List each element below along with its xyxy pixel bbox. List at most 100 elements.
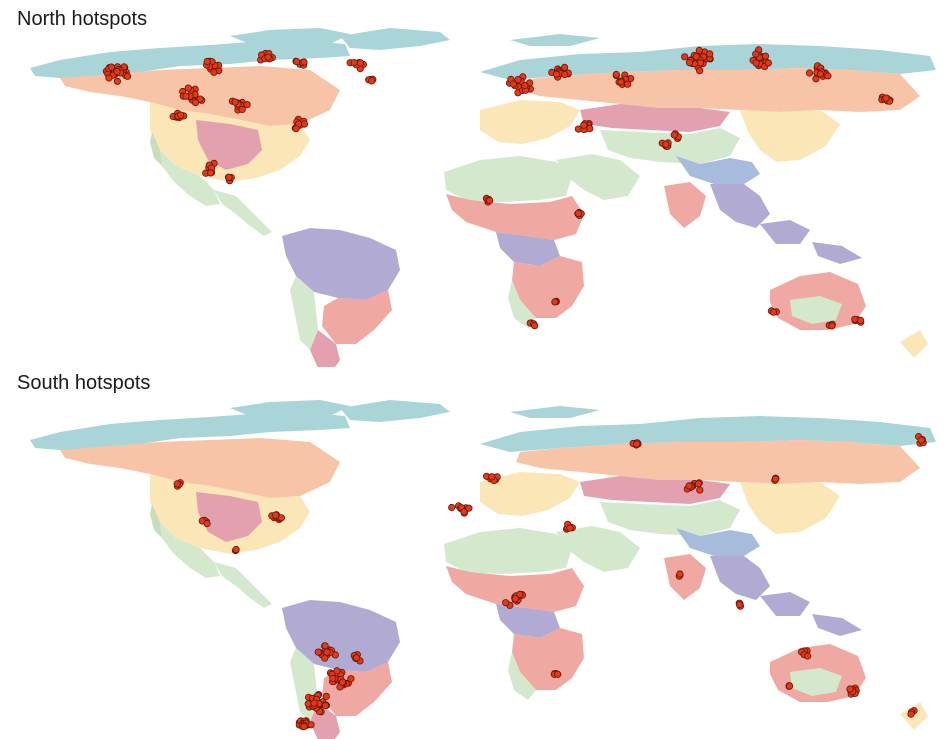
south-island-new-guinea <box>812 614 862 636</box>
south-hotspot <box>696 486 704 494</box>
north-hotspot <box>225 173 233 181</box>
north-hotspot <box>824 72 832 80</box>
south-desert-central-asia <box>600 500 740 536</box>
north-island-new-guinea <box>812 242 862 264</box>
south-hotspot <box>633 440 641 448</box>
north-tropical-forest-southeast-asia <box>710 184 770 228</box>
south-savanna-sahel <box>446 566 584 612</box>
south-hotspot <box>173 480 181 488</box>
north-hotspot <box>531 322 539 330</box>
north-hotspot <box>486 196 494 205</box>
south-hotspot <box>352 654 361 662</box>
north-hotspot <box>662 140 670 148</box>
north-tundra-eurasia <box>480 44 936 80</box>
south-desert-arabia <box>556 526 640 572</box>
south-hotspot <box>322 692 330 700</box>
south-hotspot <box>566 524 574 532</box>
south-hotspot <box>511 595 520 603</box>
north-hotspot <box>851 315 859 323</box>
north-hotspot <box>769 308 778 316</box>
north-desert-sahara <box>444 156 572 202</box>
north-savanna-southern-africa <box>512 256 584 318</box>
south-hotspot <box>272 511 280 519</box>
south-islands-indonesia <box>760 592 810 616</box>
north-mediterranean-california <box>150 132 162 166</box>
south-savanna-southern-africa <box>512 628 584 690</box>
south-hotspots-title: South hotspots <box>17 372 151 394</box>
south-hotspot <box>460 508 468 516</box>
south-hotspot <box>329 674 337 682</box>
north-hotspot <box>612 70 620 79</box>
north-grassland-pampas <box>310 330 340 367</box>
south-hotspot <box>465 504 473 512</box>
north-hotspot <box>113 77 122 85</box>
north-tundra-greenland <box>340 28 450 50</box>
south-hotspot <box>685 482 693 490</box>
north-hotspot <box>586 125 594 133</box>
north-hotspot <box>685 59 694 67</box>
north-savanna-india <box>664 182 706 228</box>
north-hotspot <box>514 76 522 84</box>
north-hotspot <box>300 120 309 128</box>
north-hotspot <box>300 58 308 66</box>
north-hotspot <box>695 46 703 55</box>
south-hotspot <box>321 642 329 650</box>
north-temperate-europe <box>480 100 580 144</box>
north-hotspots-title: North hotspots <box>17 8 148 30</box>
south-hotspot <box>554 670 562 678</box>
north-tropical-forest-congo <box>496 232 560 266</box>
north-hotspot <box>203 57 211 66</box>
south-hotspot <box>310 699 318 707</box>
south-hotspot <box>338 678 347 686</box>
north-hotspot <box>551 298 559 306</box>
south-hotspot <box>676 570 684 578</box>
south-desert-australia <box>790 668 842 696</box>
north-hotspot <box>196 95 204 103</box>
north-savanna-sahel <box>446 194 584 240</box>
north-hotspot <box>696 67 704 75</box>
north-hotspot <box>123 72 132 80</box>
north-hotspot <box>292 125 300 133</box>
north-hotspot <box>182 92 190 100</box>
south-hotspot <box>771 475 780 483</box>
south-dry-central-america <box>214 562 272 608</box>
north-hotspot <box>210 68 218 76</box>
south-tundra-eurasia <box>480 416 936 452</box>
north-hotspot <box>816 70 825 78</box>
south-montane-tibet <box>676 528 760 556</box>
north-dry-central-america <box>214 190 272 236</box>
north-hotspot <box>521 82 529 90</box>
south-hotspot <box>804 652 812 660</box>
south-tropical-forest-south-america <box>282 600 400 672</box>
north-hotspot <box>617 78 625 86</box>
north-tundra-svalbard <box>510 34 600 46</box>
north-hotspot <box>752 50 760 58</box>
north-hotspot <box>561 70 569 79</box>
south-hotspot <box>785 682 794 690</box>
north-hotspot <box>238 105 246 114</box>
north-hotspot <box>764 59 773 67</box>
north-hotspot <box>856 316 865 324</box>
north-hotspot <box>560 63 569 72</box>
north-tundra-canadian-arctic <box>230 28 350 44</box>
south-temperate-europe <box>480 472 580 516</box>
north-hotspot <box>350 58 358 67</box>
north-hotspot <box>805 69 814 77</box>
south-tundra-greenland <box>340 400 450 422</box>
north-hotspot <box>552 70 561 78</box>
south-hotspot <box>448 503 456 512</box>
north-hotspot <box>692 52 700 61</box>
north-hotspot <box>509 80 518 88</box>
north-hotspot <box>761 52 770 60</box>
south-mediterranean-california <box>150 504 162 538</box>
south-hotspot <box>488 473 496 481</box>
north-hotspot <box>580 121 588 129</box>
north-hotspot <box>184 84 192 92</box>
north-islands-indonesia <box>760 220 810 244</box>
south-desert-north-america <box>160 522 220 578</box>
south-hotspot <box>304 700 312 708</box>
north-hotspot <box>696 59 705 67</box>
south-hotspot <box>321 654 329 662</box>
south-hotspot <box>502 599 510 607</box>
south-temperate-east-asia <box>740 482 840 534</box>
